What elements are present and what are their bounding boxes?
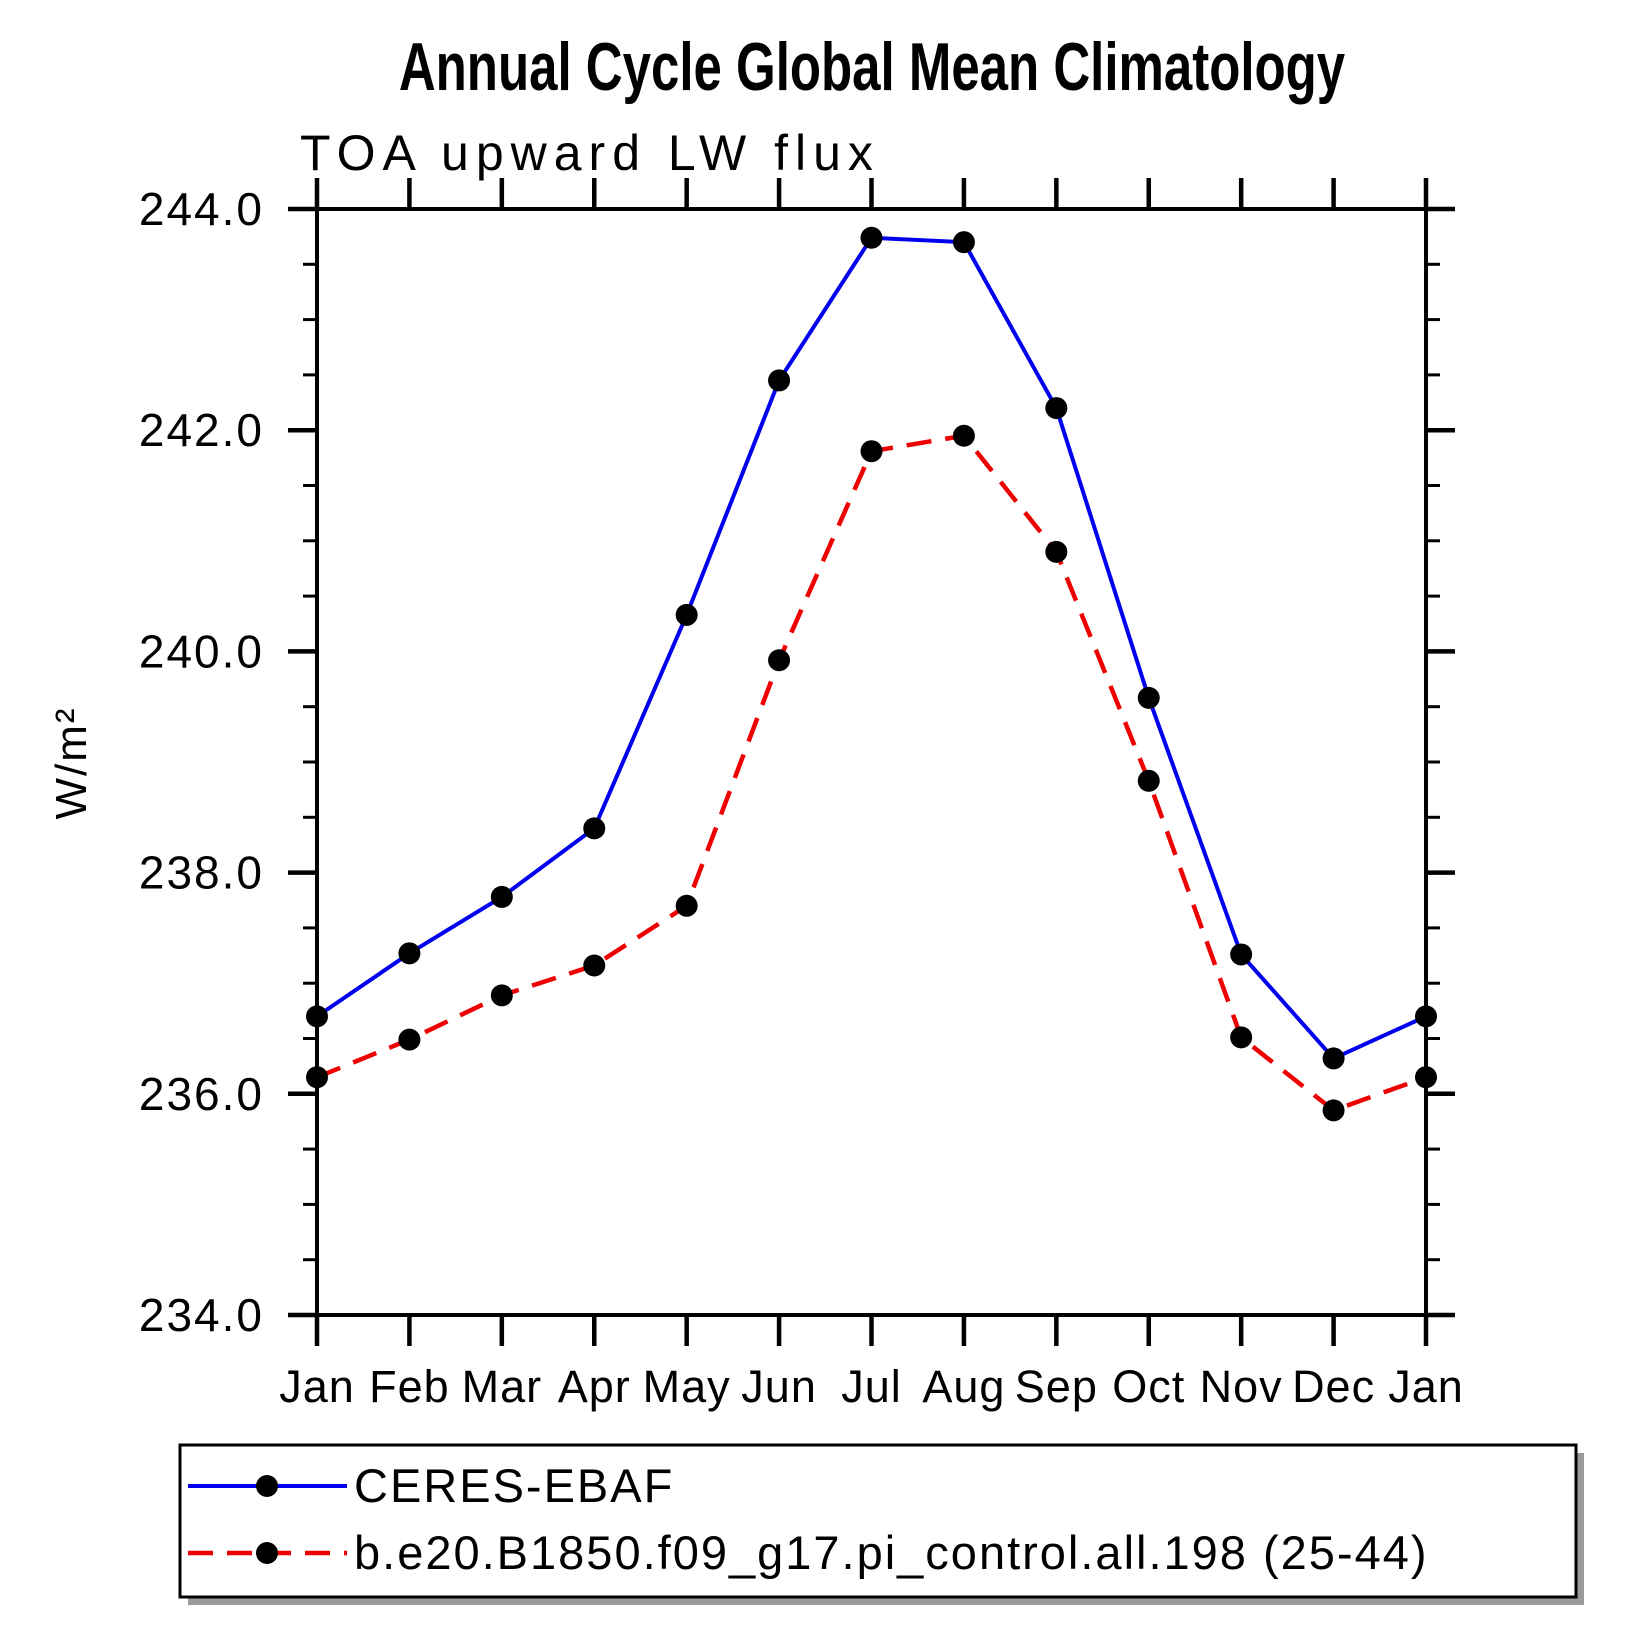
data-point xyxy=(1415,1005,1437,1028)
y-tick-label: 244.0 xyxy=(139,183,264,235)
x-tick-label: Aug xyxy=(922,1361,1005,1412)
data-point xyxy=(675,894,698,917)
data-point xyxy=(398,1028,421,1051)
x-tick-label: Dec xyxy=(1292,1361,1375,1412)
y-tick-label: 238.0 xyxy=(139,847,264,899)
x-tick-label: Jan xyxy=(279,1361,355,1412)
data-point xyxy=(306,1066,328,1089)
y-tick-label: 236.0 xyxy=(139,1068,264,1120)
x-tick-label: Nov xyxy=(1200,1361,1283,1412)
x-tick-label: Feb xyxy=(369,1361,450,1412)
x-tick-label: Mar xyxy=(462,1361,543,1412)
data-point xyxy=(952,424,975,447)
data-point xyxy=(1230,1026,1253,1049)
legend-sample-marker xyxy=(256,1542,278,1564)
legend-box xyxy=(178,1443,1578,1599)
x-tick-label: Apr xyxy=(558,1361,631,1412)
data-point xyxy=(1137,769,1160,792)
y-tick-label: 234.0 xyxy=(139,1289,264,1341)
data-point xyxy=(1322,1047,1345,1070)
x-tick-label: May xyxy=(643,1361,731,1412)
legend-label: CERES-EBAF xyxy=(354,1459,674,1512)
data-point xyxy=(1045,540,1068,563)
y-axis-label: W/m² xyxy=(47,706,96,819)
x-tick-label: Jul xyxy=(841,1361,902,1412)
data-point xyxy=(860,226,883,249)
x-tick-label: Jun xyxy=(741,1361,817,1412)
legend-sample-marker xyxy=(256,1475,278,1497)
x-tick-label: Oct xyxy=(1112,1361,1185,1412)
data-point xyxy=(952,231,975,254)
data-point xyxy=(860,440,883,463)
x-tick-label: Jan xyxy=(1388,1361,1464,1412)
data-point xyxy=(768,369,791,392)
series-line-0 xyxy=(315,235,1427,1061)
data-point xyxy=(1322,1099,1345,1122)
chart-subtitle: TOA upward LW flux xyxy=(300,125,880,181)
data-point xyxy=(1045,397,1068,420)
y-tick-label: 240.0 xyxy=(139,625,264,677)
data-point xyxy=(583,954,606,977)
chart-title: Annual Cycle Global Mean Climatology xyxy=(399,29,1346,105)
legend-label: b.e20.B1850.f09_g17.pi_control.all.198 (… xyxy=(354,1526,1429,1579)
x-tick-label: Sep xyxy=(1015,1361,1098,1412)
data-point xyxy=(1415,1066,1437,1089)
data-point xyxy=(675,603,698,626)
data-point xyxy=(583,817,606,840)
y-tick-label: 242.0 xyxy=(139,404,264,456)
data-point xyxy=(768,649,791,672)
data-point xyxy=(490,984,513,1007)
plot-frame xyxy=(315,207,1428,1317)
series-line-1 xyxy=(316,433,1427,1113)
legend: CERES-EBAF b.e20.B1850.f09_g17.pi_control… xyxy=(178,1443,1584,1605)
data-point xyxy=(398,942,421,965)
plot-area: 244.0 242.0 240.0 238.0 236.0 234.0 Jan Feb Mar A… xyxy=(139,178,1464,1412)
data-point xyxy=(490,885,513,908)
data-point xyxy=(1230,943,1253,966)
data-point xyxy=(1137,686,1160,709)
data-point xyxy=(306,1005,328,1028)
